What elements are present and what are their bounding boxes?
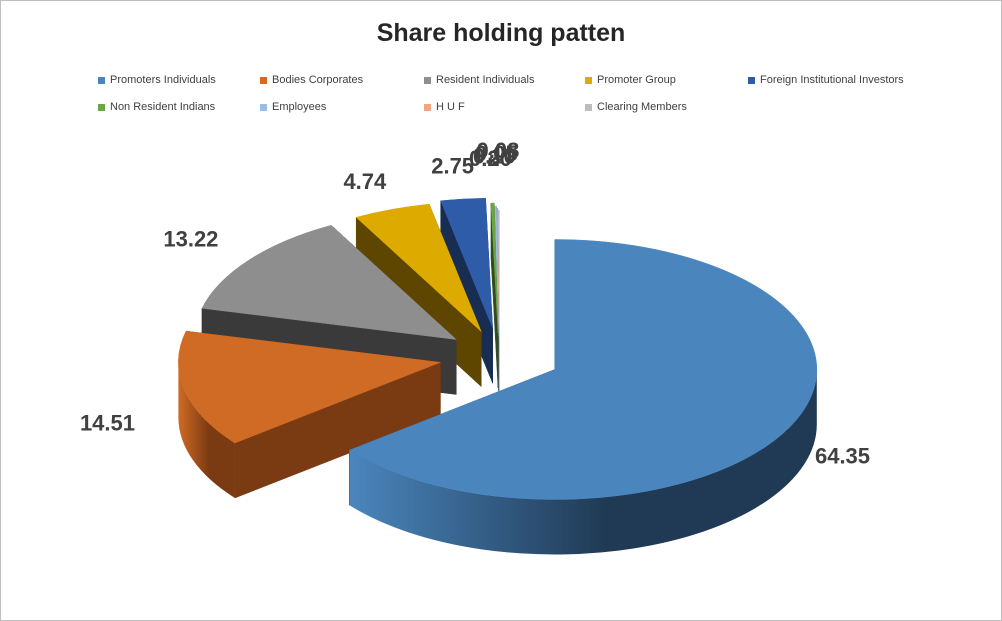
legend-label: Employees bbox=[272, 101, 327, 113]
data-label-bodies-corporates: 14.51 bbox=[80, 410, 135, 435]
data-label-employees: 0.10 bbox=[473, 143, 516, 168]
legend-swatch bbox=[585, 103, 592, 111]
legend-label: Non Resident Indians bbox=[110, 101, 216, 113]
data-label-h-u-f: 0.05 bbox=[475, 141, 518, 166]
legend-label: H U F bbox=[436, 101, 465, 113]
data-label-non-resident-indians: 0.20 bbox=[469, 146, 512, 171]
legend-item-promoters-individuals: Promoters Individuals bbox=[98, 74, 216, 86]
legend-swatch bbox=[585, 76, 592, 84]
legend-item-foreign-institutional-investors: Foreign Institutional Investors bbox=[748, 74, 904, 86]
legend-row-1: Promoters Individuals Bodies Corporates … bbox=[98, 74, 958, 101]
data-label-promoter-group: 4.74 bbox=[343, 169, 387, 194]
legend-item-resident-individuals: Resident Individuals bbox=[424, 74, 534, 86]
slice-top bbox=[494, 205, 499, 337]
legend-swatch bbox=[260, 76, 267, 84]
slice-top bbox=[348, 239, 818, 500]
slice-top bbox=[178, 330, 441, 444]
legend-item-clearing-members: Clearing Members bbox=[585, 101, 687, 113]
legend-label: Bodies Corporates bbox=[272, 74, 364, 86]
slice-rim bbox=[178, 362, 235, 498]
data-label-clearing-members: 0.08 bbox=[477, 138, 520, 163]
legend-item-non-resident-indians: Non Resident Indians bbox=[98, 101, 215, 113]
legend-label: Resident Individuals bbox=[436, 74, 535, 86]
legend: Promoters Individuals Bodies Corporates … bbox=[98, 74, 958, 128]
legend-swatch bbox=[424, 76, 431, 84]
legend-swatch bbox=[98, 103, 105, 111]
legend-swatch bbox=[98, 76, 105, 84]
legend-item-huf: H U F bbox=[424, 101, 465, 113]
pie-slice-bodies-corporates bbox=[178, 330, 441, 499]
legend-label: Promoters Individuals bbox=[110, 74, 216, 86]
legend-swatch bbox=[424, 103, 431, 111]
legend-label: Clearing Members bbox=[597, 101, 687, 113]
legend-swatch bbox=[260, 103, 267, 111]
slice-top bbox=[440, 197, 493, 329]
legend-item-employees: Employees bbox=[260, 101, 326, 113]
legend-item-promoter-group: Promoter Group bbox=[585, 74, 676, 86]
data-label-foreign-institutional-investors: 2.75 bbox=[431, 154, 474, 179]
pie-slice-non-resident-indians bbox=[490, 202, 499, 389]
pie-slice-promoters-individuals bbox=[348, 239, 818, 555]
chart-title: Share holding patten bbox=[376, 19, 626, 47]
data-label-promoters-individuals: 64.35 bbox=[815, 444, 870, 469]
legend-label: Promoter Group bbox=[597, 74, 676, 86]
data-label-resident-individuals: 13.22 bbox=[163, 226, 218, 251]
slice-rim bbox=[349, 369, 817, 555]
legend-item-bodies-corporates: Bodies Corporates bbox=[260, 74, 363, 86]
slice-top bbox=[201, 224, 458, 340]
legend-swatch bbox=[748, 76, 755, 84]
legend-label: Foreign Institutional Investors bbox=[760, 74, 904, 86]
slice-top bbox=[490, 202, 499, 334]
legend-row-2: Non Resident Indians Employees H U F Cle… bbox=[98, 101, 958, 128]
slice-top bbox=[355, 203, 482, 332]
